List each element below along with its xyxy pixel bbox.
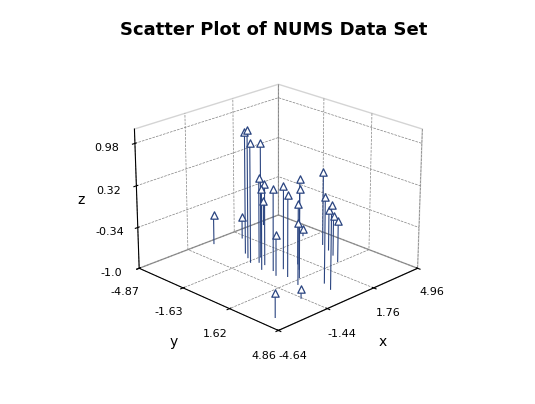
Y-axis label: y: y	[170, 335, 178, 349]
X-axis label: x: x	[379, 335, 387, 349]
Title: Scatter Plot of NUMS Data Set: Scatter Plot of NUMS Data Set	[120, 21, 428, 39]
